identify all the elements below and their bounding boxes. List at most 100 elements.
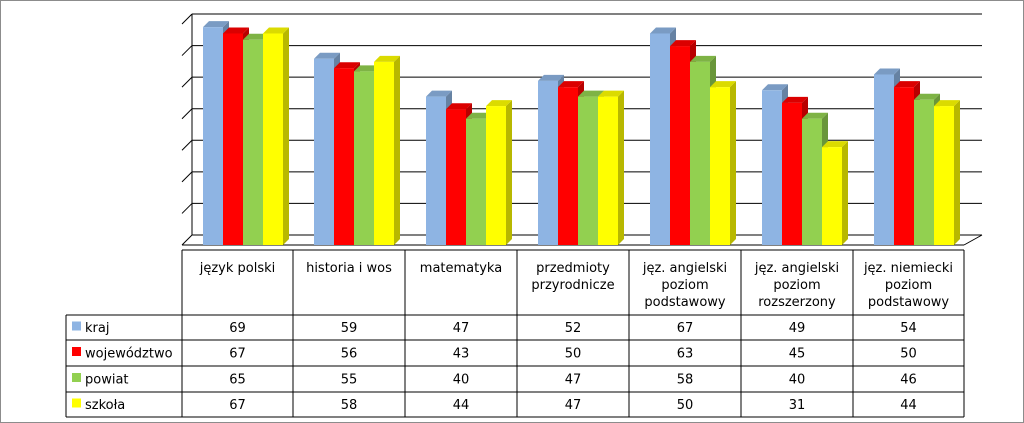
category-label: przedmioty <box>536 261 610 276</box>
bar-top <box>374 55 400 62</box>
category-label: poziom <box>773 278 820 293</box>
data-table: język polski historia i wos matematyka prze… <box>65 249 965 418</box>
bar-top <box>486 100 512 107</box>
bar-front <box>354 71 374 245</box>
bars <box>203 21 960 246</box>
bar-front <box>243 39 263 246</box>
data-label: 47 <box>453 321 470 336</box>
bar-front <box>782 102 802 245</box>
category-label: matematyka <box>420 261 502 276</box>
bar-top <box>223 27 249 34</box>
data-label: 54 <box>900 321 917 336</box>
data-label: 59 <box>341 321 358 336</box>
bar-side <box>394 55 400 246</box>
bar <box>486 100 512 245</box>
category-label: przyrodnicze <box>531 278 614 293</box>
bar-side <box>954 100 960 245</box>
bar-top <box>934 100 960 107</box>
bar-side <box>842 141 848 245</box>
bar-front <box>822 147 842 245</box>
gridline-side <box>181 171 193 183</box>
legend-label: szkoła <box>85 398 125 413</box>
data-label: 31 <box>789 398 806 413</box>
bar-top <box>578 90 604 97</box>
data-label: 55 <box>341 373 358 388</box>
data-label: 50 <box>565 347 582 362</box>
category-label: historia i wos <box>306 261 392 276</box>
legend-label: województwo <box>85 347 173 362</box>
data-label: 56 <box>341 347 358 362</box>
gridline-side <box>181 76 193 88</box>
bar-front <box>314 58 334 245</box>
data-label: 45 <box>789 347 806 362</box>
category-label: język polski <box>199 261 276 276</box>
bar-top <box>314 52 340 59</box>
bar-top <box>203 21 229 28</box>
bar-front <box>690 61 710 246</box>
bar-front <box>466 118 486 245</box>
data-label: 58 <box>677 373 694 388</box>
gridline-side <box>181 203 193 214</box>
data-label: 67 <box>229 398 246 413</box>
legend-key <box>72 373 81 382</box>
bar-side <box>283 27 289 245</box>
bar-top <box>690 55 716 62</box>
bar-top <box>914 93 940 100</box>
bar-front <box>374 61 394 246</box>
legend-label: kraj <box>85 321 109 336</box>
gridline-side <box>181 234 193 246</box>
bar-side <box>506 100 512 245</box>
bar-front <box>578 96 598 245</box>
bar-top <box>598 90 624 97</box>
bar-side <box>730 81 736 246</box>
bar-front <box>598 96 618 245</box>
category-label: podstawowy <box>868 295 950 310</box>
data-label: 44 <box>453 398 470 413</box>
data-label: 50 <box>677 398 694 413</box>
bar-front <box>486 106 506 245</box>
bar-top <box>446 103 472 110</box>
data-label: 49 <box>789 321 806 336</box>
bar-top <box>558 81 584 88</box>
bar-front <box>446 109 466 245</box>
bar-front <box>894 87 914 246</box>
bar-top <box>670 40 696 47</box>
bar-top <box>334 62 360 69</box>
bar-top <box>822 141 848 148</box>
category-label: podstawowy <box>644 295 726 310</box>
bar-top <box>710 81 736 88</box>
data-label: 63 <box>677 347 694 362</box>
bar-front <box>538 80 558 245</box>
data-label: 40 <box>789 373 806 388</box>
bar-front <box>334 68 354 245</box>
data-label: 47 <box>565 373 582 388</box>
bar-front <box>802 118 822 245</box>
data-label: 69 <box>229 321 246 336</box>
bar-front <box>934 106 954 245</box>
data-label: 44 <box>900 398 917 413</box>
gridline-side <box>181 13 193 25</box>
bar-top <box>650 27 676 34</box>
data-label: 43 <box>453 347 470 362</box>
gridline-side <box>181 45 193 56</box>
bar-top <box>538 74 564 81</box>
bar <box>934 100 960 245</box>
data-label: 65 <box>229 373 246 388</box>
category-label: jęz. angielski <box>642 261 727 276</box>
category-label: jęz. angielski <box>754 261 839 276</box>
bar-front <box>710 87 730 246</box>
category-label: rozszerzony <box>758 295 836 310</box>
bar-top <box>426 90 452 97</box>
data-label: 67 <box>229 347 246 362</box>
bar <box>598 90 624 245</box>
legend-label: powiat <box>85 373 129 388</box>
bar-top <box>466 112 492 119</box>
bar-front <box>650 33 670 245</box>
bar-top <box>354 65 380 72</box>
gridline-side <box>181 139 193 151</box>
bar-top <box>874 68 900 75</box>
data-label: 58 <box>341 398 358 413</box>
category-label: jęz. niemiecki <box>863 261 953 276</box>
data-label: 50 <box>900 347 917 362</box>
